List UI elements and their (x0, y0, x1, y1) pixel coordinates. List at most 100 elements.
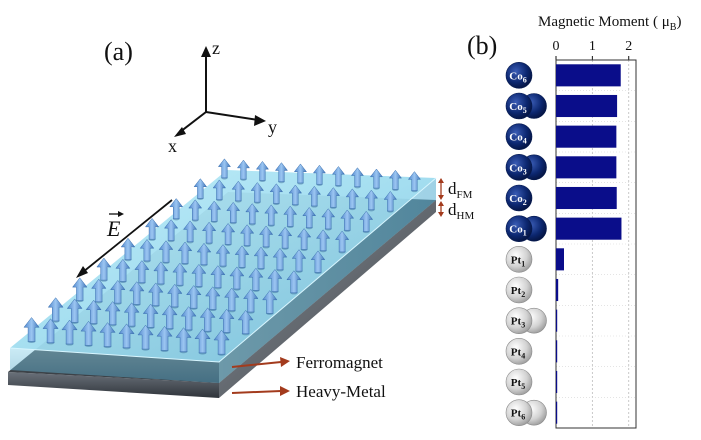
axis-label-z: z (212, 38, 220, 58)
magnetic-moment-arrow (321, 208, 336, 231)
magnetic-moment-arrow (217, 158, 232, 180)
d-fm-label: dFM (448, 179, 473, 201)
panel-b-label: (b) (467, 31, 497, 60)
vector-arrow-icon (109, 211, 124, 217)
atom-label: Pt6 (511, 408, 525, 422)
magnetic-moment-arrow (104, 301, 121, 327)
electric-field-symbol: E (106, 216, 121, 241)
magnetic-moment-arrow (180, 306, 197, 332)
magnetic-moment-arrow (272, 247, 288, 272)
magnetic-moment-arrow (215, 244, 231, 268)
magnetic-moment-arrow (218, 308, 235, 335)
magnetic-moment-arrow (118, 323, 135, 350)
magnetic-moment-arrows (23, 158, 422, 356)
magnetic-moment-arrow (340, 209, 355, 232)
atom-label: Co5 (509, 101, 526, 115)
magnetic-moment-arrow (199, 307, 216, 333)
magnetic-moment-arrow (239, 224, 255, 248)
magnetic-moment-arrow (186, 285, 202, 310)
bar-co4 (556, 125, 617, 148)
magnetic-moment-arrow (383, 191, 398, 213)
atom-label: Pt3 (511, 316, 525, 330)
magnetic-moment-arrow (194, 328, 211, 355)
atom-sphere (505, 92, 533, 120)
atom-sphere (505, 338, 533, 365)
x-tick-label: 1 (589, 39, 596, 54)
atom-pt5: Pt5 (505, 368, 533, 396)
atom-sphere (505, 276, 533, 304)
thickness-marker-hm (438, 201, 444, 217)
magnetic-moment-arrow (245, 203, 260, 226)
magnetic-moment-arrow (293, 163, 308, 185)
atom-sphere (505, 307, 533, 334)
magnetic-moment-arrow (269, 183, 284, 205)
magnetic-moment-arrow (250, 182, 265, 204)
magnetic-moment-arrow (248, 267, 264, 292)
atom-label: Pt1 (511, 254, 525, 268)
ferromagnet-layer-faces (9, 177, 437, 383)
magnetic-moment-arrow (220, 223, 236, 246)
magnetic-moment-arrow (163, 219, 179, 243)
x-tick-label: 2 (625, 39, 632, 54)
magnetic-moment-arrow (224, 287, 240, 313)
magnetic-moment-arrow (172, 262, 188, 287)
bar-pt5 (556, 370, 558, 394)
magnetic-moment-arrow (315, 229, 331, 253)
magnetic-moment-arrow (66, 298, 83, 324)
magnetic-moment-arrow (291, 249, 307, 273)
magnetic-moment-arrow (167, 283, 183, 309)
atom-pt1: Pt1 (505, 246, 533, 273)
atom-pt6: Pt6 (505, 399, 547, 426)
atom-co1: Co1 (505, 215, 547, 242)
magnetic-moment-arrow (326, 187, 341, 209)
heavy-metal-callout-arrow (231, 386, 290, 396)
bar-pt2 (556, 278, 559, 302)
atom-label: Co4 (509, 132, 526, 146)
magnetic-moment-arrow (153, 261, 169, 286)
magnetic-moment-arrow (142, 303, 159, 329)
atom-sphere (505, 368, 533, 396)
bar-pt3 (556, 309, 558, 332)
magnetic-moment-arrow (267, 269, 283, 294)
magnetic-moment-arrow (286, 270, 302, 295)
chart-title: Magnetic Moment ( μB) (538, 14, 681, 33)
magnetic-moment-arrow (91, 278, 107, 304)
magnetic-moment-arrow (207, 200, 222, 223)
magnetic-moment-arrow (72, 277, 88, 303)
magnetic-moment-arrow (407, 171, 422, 193)
magnetic-moment-arrow (302, 207, 317, 230)
magnetic-moment-arrow (129, 281, 145, 306)
magnetic-moment-arrow (312, 164, 327, 186)
magnetic-moment-arrow (310, 250, 326, 274)
x-tick-label: 0 (553, 39, 560, 54)
bar-pt1 (556, 248, 564, 271)
magnetic-moment-arrow (188, 199, 203, 222)
magnetic-moment-arrow (191, 263, 207, 289)
magnetic-moment-arrow (148, 282, 164, 308)
atom-co3: Co3 (505, 154, 547, 181)
magnetic-moment-arrow (229, 266, 245, 291)
bar-co5 (556, 94, 618, 118)
magnetic-moment-arrow (85, 299, 102, 326)
magnetic-moment-arrow (158, 240, 174, 264)
atom-label: Pt4 (511, 346, 525, 360)
magnetic-moment-arrow (134, 260, 150, 285)
magnetic-moment-chart: 0 1 2 (553, 39, 637, 429)
atom-co6: Co6 (505, 62, 533, 89)
magnetic-moment-arrow (182, 220, 198, 244)
magnetic-moment-arrow (277, 226, 293, 250)
magnetic-moment-arrow (99, 322, 116, 349)
atom-label: Co3 (509, 162, 526, 176)
magnetic-moment-arrow (42, 318, 59, 345)
atom-sphere (505, 215, 533, 242)
magnetic-moment-arrow (161, 304, 178, 331)
magnetic-moment-arrow (236, 159, 251, 181)
axis-label-y: y (268, 117, 277, 137)
magnetic-moment-arrow (205, 286, 221, 312)
thickness-marker-fm (438, 178, 444, 200)
bar-co3 (556, 156, 617, 179)
bar-pt6 (556, 401, 558, 424)
bar-co2 (556, 186, 617, 210)
atom-pt3: Pt3 (505, 307, 547, 334)
